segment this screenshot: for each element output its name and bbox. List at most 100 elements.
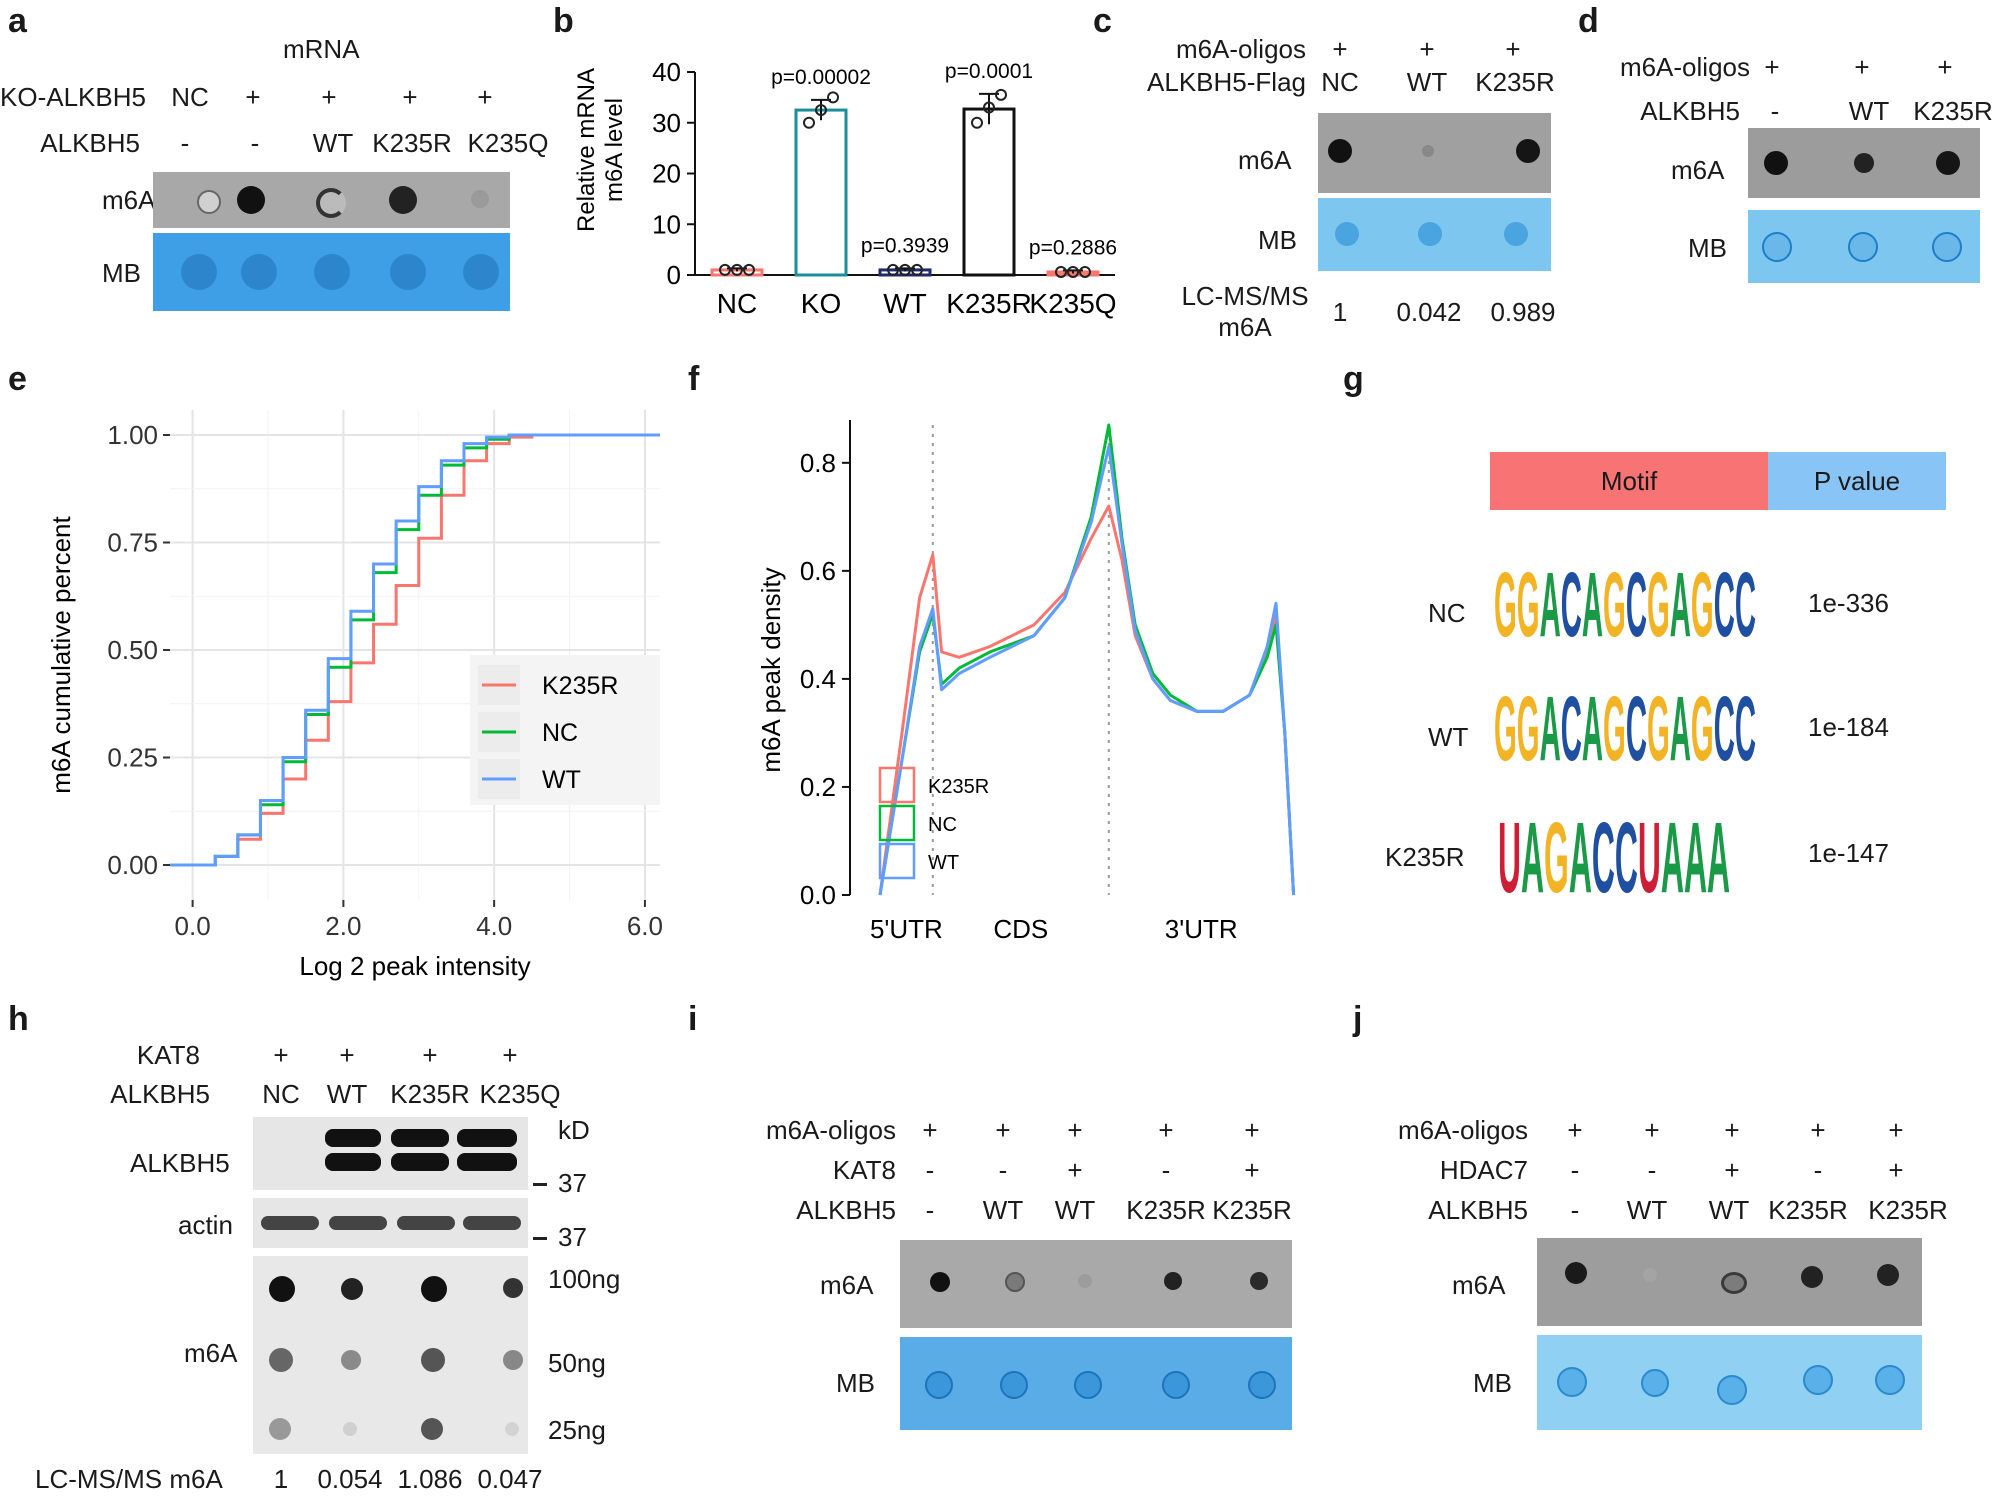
row3-label: ALKBH5 (1428, 1195, 1528, 1225)
lane-cell: WT (326, 1079, 368, 1109)
y-tick-label: 20 (652, 159, 681, 189)
mb-dot (1641, 1369, 1669, 1397)
actin-blot (253, 1198, 528, 1248)
row2-label: KAT8 (832, 1155, 896, 1185)
lane-cell: WT (1626, 1195, 1668, 1225)
data-point (983, 101, 995, 114)
blot-dot (421, 1418, 443, 1440)
m6a-label: m6A (184, 1338, 238, 1368)
m6a-blot (1537, 1238, 1922, 1326)
lane-cell: - (1647, 1155, 1657, 1185)
row2-label: ALKBH5 (1640, 96, 1740, 126)
lane-cell: - (925, 1155, 935, 1185)
lane-cell: WT (1708, 1195, 1750, 1225)
blot-dot (1877, 1264, 1899, 1286)
panel-label-h: h (8, 1000, 29, 1038)
panel-label-f: f (688, 360, 700, 398)
amount-label: 100ng (548, 1264, 621, 1294)
blot-dot (1801, 1266, 1823, 1288)
band (325, 1153, 381, 1171)
region-label: 3'UTR (1165, 914, 1238, 944)
mb-blot (1318, 198, 1551, 271)
lcms-label: LC-MS/MS m6A (35, 1464, 223, 1494)
legend-label: NC (928, 814, 957, 836)
blot-dot (389, 186, 417, 214)
mb-dot (1418, 222, 1442, 246)
series-line (878, 445, 1296, 896)
row1-label: m6A-oligos (1175, 34, 1306, 64)
motif-row-name: NC (1428, 598, 1466, 628)
motif-pvalue: 1e-184 (1808, 712, 1889, 742)
blot-dot (1328, 139, 1352, 163)
alkbh5-blot (253, 1117, 528, 1190)
lane-cell: + (1888, 1115, 1904, 1145)
svg-text:UAGACCUAAA: UAGACCUAAA (1498, 802, 1730, 900)
blot-dot (503, 1350, 523, 1370)
mw-marker: 37 (558, 1222, 587, 1252)
motif-pvalue: 1e-147 (1808, 838, 1889, 868)
m6a-blot (1748, 128, 1980, 198)
mb-blot (1537, 1335, 1922, 1430)
y-tick-label: 10 (652, 209, 681, 239)
lane-cell: K235R (1212, 1195, 1292, 1225)
p-value-label: p=0.00002 (771, 66, 871, 89)
x-tick-label: 4.0 (476, 911, 512, 941)
lane-cell: + (1724, 1155, 1740, 1185)
panel-e-chart: 0.0 2.0 4.0 6.0 0.00 0.25 0.50 0.75 1.00 Log 2 p… (46, 410, 663, 981)
mb-label: MB (1473, 1368, 1512, 1398)
blot-dot (1516, 139, 1540, 163)
band (463, 1216, 521, 1230)
mb-dot (1875, 1365, 1905, 1395)
row1-label: m6A-oligos (765, 1115, 896, 1145)
band (397, 1216, 455, 1230)
lcms-label: LC-MS/MS (1181, 281, 1309, 311)
motif-row-name: WT (1428, 722, 1469, 752)
panel-label-a: a (8, 2, 27, 40)
region-label: CDS (993, 914, 1048, 944)
lane-cell: - (1813, 1155, 1823, 1185)
lane-cell: + (1158, 1115, 1174, 1145)
row2-label: ALKBH5-Flag (1147, 67, 1306, 97)
data-point (743, 263, 755, 276)
lane-cell: K235R (1868, 1195, 1948, 1225)
m6a-blot (153, 172, 510, 228)
lane-cell: - (1770, 96, 1780, 126)
lane-cell: - (1570, 1195, 1580, 1225)
lane-cell: K235R (1475, 67, 1555, 97)
blot-dot (341, 1278, 363, 1300)
lane-cell: NC (1321, 67, 1359, 97)
mb-dot (1932, 232, 1962, 262)
data-point (899, 263, 911, 276)
p-value-label: p=0.3939 (861, 234, 949, 257)
svg-text:GGACAGCGAGCC: GGACAGCGAGCC (1494, 678, 1756, 772)
lane-cell: + (1505, 34, 1521, 64)
panel-label-j: j (1353, 1000, 1363, 1038)
mb-dot (1074, 1371, 1102, 1399)
mb-dot (1504, 222, 1528, 246)
y-tick-label: 0.0 (800, 880, 836, 910)
data-point (803, 116, 815, 129)
blot-dot (269, 1276, 295, 1302)
lane-cell: + (1644, 1115, 1660, 1145)
panel-label-i: i (688, 1000, 698, 1038)
blot-dot (343, 1422, 357, 1436)
mb-blot (1748, 210, 1980, 283)
lane-cell: WT (312, 128, 354, 158)
blot-dot (1250, 1272, 1268, 1290)
lane-cell: - (180, 128, 190, 158)
lane-cell: + (422, 1040, 438, 1070)
mb-label: MB (1258, 225, 1297, 255)
series-line (170, 433, 660, 867)
y-tick-label: 0.6 (800, 556, 836, 586)
x-tick-label: 2.0 (325, 911, 361, 941)
mw-tick (533, 1237, 547, 1240)
legend-swatch (878, 842, 916, 880)
m6a-label: m6A (820, 1270, 874, 1300)
band (391, 1129, 449, 1147)
data-point (887, 263, 899, 276)
band (457, 1153, 517, 1171)
lcms-value: 0.989 (1490, 297, 1556, 327)
legend-label: K235R (542, 672, 618, 700)
lane-cell: + (1419, 34, 1435, 64)
lcms-value: 0.047 (477, 1464, 543, 1494)
